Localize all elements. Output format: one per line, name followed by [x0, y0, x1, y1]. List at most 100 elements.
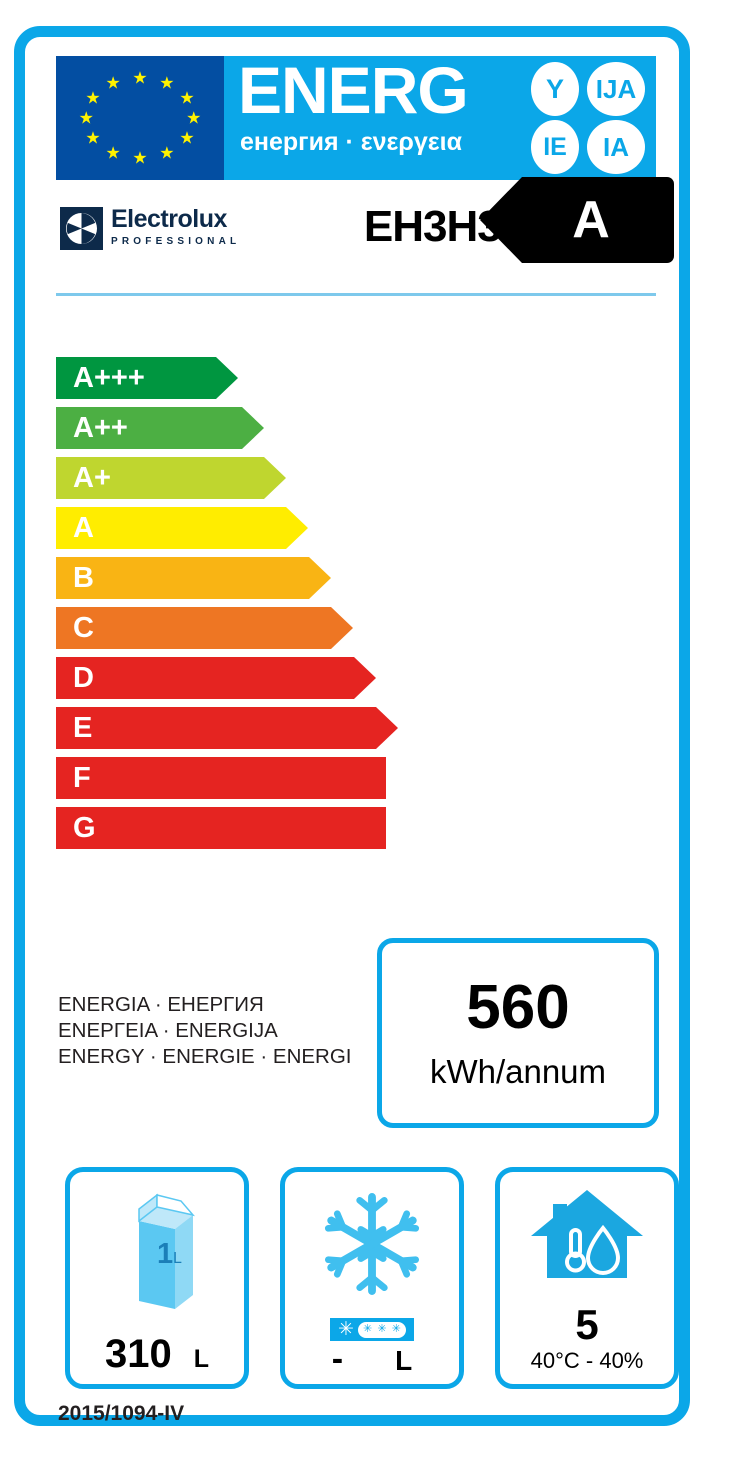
- energy-class-bar-body: A+: [56, 457, 264, 499]
- brand-divider: [56, 293, 656, 296]
- energy-class-label: B: [73, 561, 94, 594]
- energy-class-label: E: [73, 711, 93, 744]
- energy-word-line-3: ENERGY · ENERGIE · ENERGI: [58, 1045, 352, 1068]
- climate-class-box: 5 40°C - 40%: [495, 1167, 679, 1389]
- energy-class-label: A++: [73, 411, 128, 444]
- energy-class-bar-tip-icon: [309, 557, 331, 599]
- energy-class-bar-tip-icon: [286, 507, 308, 549]
- energy-class-bar: A: [56, 507, 308, 549]
- energy-class-bar-body: F: [56, 757, 386, 799]
- climate-class-range: 40°C - 40%: [530, 1348, 644, 1373]
- energ-circle-ia: IA: [587, 120, 645, 174]
- energy-class-row: F: [56, 757, 386, 799]
- eu-flag-icon: ★ ★ ★ ★ ★ ★ ★ ★ ★ ★ ★ ★: [56, 56, 224, 180]
- brand-name: Electrolux: [111, 205, 227, 233]
- energy-class-bar-tip-icon: [354, 657, 376, 699]
- fridge-volume-box: 1 L 310 L: [65, 1167, 249, 1389]
- class-arrow-tip-icon: [480, 177, 522, 263]
- energy-class-bar-body: C: [56, 607, 331, 649]
- brand-subtitle: PROFESSIONAL: [111, 236, 241, 247]
- energy-class-bar: G: [56, 807, 386, 849]
- energ-language-circles: Y IJA IE IA: [528, 62, 650, 174]
- energy-class-bar-tip-icon: [331, 607, 353, 649]
- energy-class-row: G: [56, 807, 386, 849]
- energy-class-label: A+++: [73, 361, 145, 394]
- freezer-badge-star-2: ✳: [377, 1323, 387, 1335]
- svg-text:1: 1: [157, 1238, 173, 1270]
- freezer-volume-unit: L: [395, 1345, 413, 1376]
- freezer-badge-star-pill: ✳ ✳ ✳: [357, 1321, 406, 1338]
- climate-class-value: 5: [575, 1301, 599, 1348]
- energ-band: ENERG енергия · ενεργεια Y IJA IE IA: [224, 56, 656, 180]
- energy-class-row: C: [56, 607, 386, 649]
- energy-class-bar-body: B: [56, 557, 309, 599]
- freezer-volume-box: ✳ ✳ ✳ ✳ - L: [280, 1167, 464, 1389]
- energy-class-label: F: [73, 761, 91, 794]
- energ-circle-y: Y: [531, 62, 579, 116]
- energy-class-bar-body: D: [56, 657, 354, 699]
- energy-words-block: ENERGIA · ЕНЕРГИЯ ΕΝΕΡΓΕΙΑ · ENERGIJA EN…: [58, 992, 388, 1070]
- energy-class-label: A: [73, 511, 94, 544]
- freezer-badge-main-star: ✳: [338, 1319, 354, 1340]
- energy-class-bar-tip-icon: [242, 407, 264, 449]
- annual-consumption-box: 560 kWh/annum: [377, 938, 659, 1128]
- energy-class-bar: A++: [56, 407, 264, 449]
- snowflake-icon: [285, 1178, 459, 1310]
- fridge-volume-unit: L: [193, 1345, 210, 1373]
- energ-header: ★ ★ ★ ★ ★ ★ ★ ★ ★ ★ ★ ★ ENERG енергия · …: [56, 56, 656, 180]
- milk-carton-icon: 1 L: [70, 1178, 244, 1320]
- energy-class-label: D: [73, 661, 94, 694]
- consumption-value: 560: [466, 972, 570, 1042]
- energy-class-row: A+++: [56, 357, 386, 399]
- energy-class-row: A: [56, 507, 386, 549]
- energy-class-row: A++: [56, 407, 386, 449]
- freezer-badge-star-3: ✳: [391, 1323, 401, 1335]
- energy-class-bar-body: A+++: [56, 357, 216, 399]
- selected-class-letter: A: [572, 191, 610, 249]
- freezer-volume-row: - L: [285, 1342, 459, 1376]
- house-climate-icon: [500, 1174, 674, 1298]
- energy-label-card: ★ ★ ★ ★ ★ ★ ★ ★ ★ ★ ★ ★ ENERG енергия · …: [14, 26, 690, 1426]
- energ-circle-ie: IE: [531, 120, 579, 174]
- fridge-volume-value: 310: [104, 1332, 172, 1376]
- energy-class-label: A+: [73, 461, 111, 494]
- energy-class-bar: F: [56, 757, 386, 799]
- electrolux-logo: Electrolux PROFESSIONAL: [60, 207, 240, 250]
- energy-class-row: A+: [56, 457, 386, 499]
- energy-class-bar: D: [56, 657, 376, 699]
- selected-energy-class-arrow: A: [480, 177, 674, 263]
- energy-class-bar-tip-icon: [216, 357, 238, 399]
- energy-class-bar-body: A: [56, 507, 286, 549]
- energy-class-bar-tip-icon: [264, 457, 286, 499]
- consumption-unit: kWh/annum: [429, 1052, 607, 1090]
- fridge-volume-row: 310 L: [70, 1334, 244, 1374]
- energ-wordmark: ENERG: [238, 53, 469, 127]
- energy-class-label: C: [73, 611, 94, 644]
- energ-subtitle: енергия · ενεργεια: [240, 128, 462, 156]
- energy-class-bar-body: A++: [56, 407, 242, 449]
- energy-class-row: E: [56, 707, 398, 749]
- svg-text:L: L: [173, 1250, 182, 1267]
- energy-class-bar-body: G: [56, 807, 386, 849]
- energy-class-bar: A+++: [56, 357, 238, 399]
- energy-class-bar: A+: [56, 457, 286, 499]
- energ-circle-ija: IJA: [587, 62, 645, 116]
- freezer-badge-star-1: ✳: [363, 1323, 373, 1335]
- energy-word-line-1: ENERGIA · ЕНЕРГИЯ: [58, 993, 264, 1016]
- energy-class-row: D: [56, 657, 386, 699]
- energy-class-label: G: [73, 811, 96, 844]
- energy-class-bar: C: [56, 607, 353, 649]
- energy-class-bar: B: [56, 557, 331, 599]
- electrolux-mark-icon: [60, 207, 103, 250]
- energy-class-bar-tip-icon: [376, 707, 398, 749]
- regulation-reference: 2015/1094-IV: [58, 1402, 185, 1425]
- freezer-volume-value: -: [331, 1340, 344, 1378]
- energy-class-row: B: [56, 557, 386, 599]
- class-arrow-body: A: [522, 177, 674, 263]
- electrolux-wordmark: Electrolux PROFESSIONAL: [111, 205, 241, 248]
- energy-class-bar-body: E: [56, 707, 376, 749]
- freezer-star-rating-badge: ✳ ✳ ✳ ✳: [330, 1318, 414, 1341]
- energy-class-scale: A+++ A++ A+ A B C D E F G: [56, 357, 398, 857]
- energy-class-bar: E: [56, 707, 398, 749]
- energy-word-line-2: ΕΝΕΡΓΕΙΑ · ENERGIJA: [58, 1019, 278, 1042]
